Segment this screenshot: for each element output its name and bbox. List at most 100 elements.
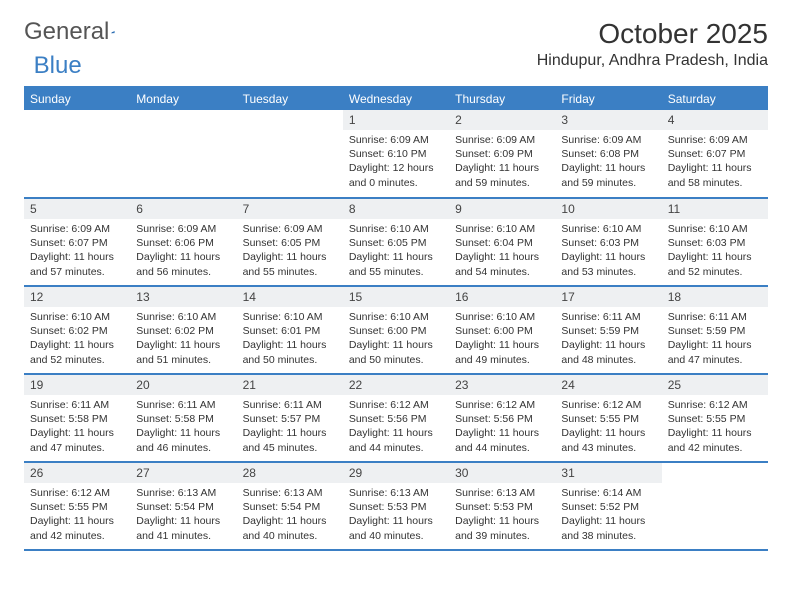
sunset-text: Sunset: 6:10 PM <box>349 147 443 161</box>
day-cell: 8Sunrise: 6:10 AMSunset: 6:05 PMDaylight… <box>343 198 449 286</box>
daylight-text-1: Daylight: 11 hours <box>561 514 655 528</box>
sunrise-text: Sunrise: 6:12 AM <box>30 486 124 500</box>
daylight-text-1: Daylight: 11 hours <box>136 426 230 440</box>
daylight-text-2: and 40 minutes. <box>349 529 443 543</box>
day-header: Wednesday <box>343 88 449 110</box>
day-header: Sunday <box>24 88 130 110</box>
day-number: 22 <box>343 375 449 395</box>
sunset-text: Sunset: 6:03 PM <box>668 236 762 250</box>
daylight-text-2: and 47 minutes. <box>30 441 124 455</box>
month-title: October 2025 <box>537 18 768 50</box>
daylight-text-2: and 38 minutes. <box>561 529 655 543</box>
daylight-text-2: and 59 minutes. <box>561 176 655 190</box>
daylight-text-2: and 42 minutes. <box>30 529 124 543</box>
day-info: Sunrise: 6:11 AMSunset: 5:58 PMDaylight:… <box>130 395 236 459</box>
day-number: 10 <box>555 199 661 219</box>
sunset-text: Sunset: 5:52 PM <box>561 500 655 514</box>
daylight-text-2: and 40 minutes. <box>243 529 337 543</box>
sunset-text: Sunset: 6:05 PM <box>243 236 337 250</box>
day-number: 1 <box>343 110 449 130</box>
sunrise-text: Sunrise: 6:09 AM <box>561 133 655 147</box>
day-info: Sunrise: 6:11 AMSunset: 5:57 PMDaylight:… <box>237 395 343 459</box>
sunset-text: Sunset: 6:07 PM <box>30 236 124 250</box>
day-cell: 13Sunrise: 6:10 AMSunset: 6:02 PMDayligh… <box>130 286 236 374</box>
daylight-text-2: and 39 minutes. <box>455 529 549 543</box>
day-number: 12 <box>24 287 130 307</box>
day-number: 6 <box>130 199 236 219</box>
day-number: 23 <box>449 375 555 395</box>
sunrise-text: Sunrise: 6:09 AM <box>455 133 549 147</box>
sunrise-text: Sunrise: 6:11 AM <box>30 398 124 412</box>
sunrise-text: Sunrise: 6:14 AM <box>561 486 655 500</box>
daylight-text-2: and 46 minutes. <box>136 441 230 455</box>
daylight-text-1: Daylight: 11 hours <box>30 338 124 352</box>
day-cell: 16Sunrise: 6:10 AMSunset: 6:00 PMDayligh… <box>449 286 555 374</box>
day-cell: 26Sunrise: 6:12 AMSunset: 5:55 PMDayligh… <box>24 462 130 550</box>
day-cell: 12Sunrise: 6:10 AMSunset: 6:02 PMDayligh… <box>24 286 130 374</box>
day-cell: 23Sunrise: 6:12 AMSunset: 5:56 PMDayligh… <box>449 374 555 462</box>
daylight-text-2: and 50 minutes. <box>349 353 443 367</box>
sunset-text: Sunset: 5:58 PM <box>30 412 124 426</box>
daylight-text-1: Daylight: 11 hours <box>561 426 655 440</box>
daylight-text-1: Daylight: 11 hours <box>455 514 549 528</box>
day-cell: 30Sunrise: 6:13 AMSunset: 5:53 PMDayligh… <box>449 462 555 550</box>
daylight-text-1: Daylight: 11 hours <box>455 426 549 440</box>
day-info: Sunrise: 6:11 AMSunset: 5:58 PMDaylight:… <box>24 395 130 459</box>
day-number: 20 <box>130 375 236 395</box>
day-cell <box>24 110 130 198</box>
day-cell: 19Sunrise: 6:11 AMSunset: 5:58 PMDayligh… <box>24 374 130 462</box>
day-cell: 2Sunrise: 6:09 AMSunset: 6:09 PMDaylight… <box>449 110 555 198</box>
sunrise-text: Sunrise: 6:12 AM <box>561 398 655 412</box>
daylight-text-1: Daylight: 11 hours <box>561 161 655 175</box>
daylight-text-1: Daylight: 11 hours <box>561 250 655 264</box>
daylight-text-2: and 56 minutes. <box>136 265 230 279</box>
week-row: 12Sunrise: 6:10 AMSunset: 6:02 PMDayligh… <box>24 286 768 374</box>
sunrise-text: Sunrise: 6:12 AM <box>668 398 762 412</box>
week-row: 1 Sunrise: 6:09 AM Sunset: 6:10 PM Daylight… <box>24 110 768 198</box>
sunset-text: Sunset: 5:57 PM <box>243 412 337 426</box>
sunrise-text: Sunrise: 6:13 AM <box>243 486 337 500</box>
daylight-text-2: and 44 minutes. <box>455 441 549 455</box>
sunset-text: Sunset: 6:06 PM <box>136 236 230 250</box>
day-cell: 14Sunrise: 6:10 AMSunset: 6:01 PMDayligh… <box>237 286 343 374</box>
day-number: 2 <box>449 110 555 130</box>
sunset-text: Sunset: 6:07 PM <box>668 147 762 161</box>
sunrise-text: Sunrise: 6:09 AM <box>136 222 230 236</box>
day-cell: 7Sunrise: 6:09 AMSunset: 6:05 PMDaylight… <box>237 198 343 286</box>
sunrise-text: Sunrise: 6:13 AM <box>136 486 230 500</box>
sunrise-text: Sunrise: 6:12 AM <box>455 398 549 412</box>
day-cell: 25Sunrise: 6:12 AMSunset: 5:55 PMDayligh… <box>662 374 768 462</box>
day-info: Sunrise: 6:09 AMSunset: 6:05 PMDaylight:… <box>237 219 343 283</box>
sunset-text: Sunset: 5:59 PM <box>561 324 655 338</box>
sunrise-text: Sunrise: 6:11 AM <box>243 398 337 412</box>
sunset-text: Sunset: 6:05 PM <box>349 236 443 250</box>
day-header: Friday <box>555 88 661 110</box>
sunset-text: Sunset: 5:58 PM <box>136 412 230 426</box>
day-number: 5 <box>24 199 130 219</box>
day-cell: 17Sunrise: 6:11 AMSunset: 5:59 PMDayligh… <box>555 286 661 374</box>
sunrise-text: Sunrise: 6:12 AM <box>349 398 443 412</box>
daylight-text-2: and 51 minutes. <box>136 353 230 367</box>
week-row: 26Sunrise: 6:12 AMSunset: 5:55 PMDayligh… <box>24 462 768 550</box>
sunset-text: Sunset: 6:01 PM <box>243 324 337 338</box>
daylight-text-2: and 43 minutes. <box>561 441 655 455</box>
day-cell: 29Sunrise: 6:13 AMSunset: 5:53 PMDayligh… <box>343 462 449 550</box>
sunrise-text: Sunrise: 6:10 AM <box>668 222 762 236</box>
sunrise-text: Sunrise: 6:09 AM <box>243 222 337 236</box>
day-number: 21 <box>237 375 343 395</box>
sunrise-text: Sunrise: 6:10 AM <box>243 310 337 324</box>
day-info: Sunrise: 6:12 AMSunset: 5:55 PMDaylight:… <box>662 395 768 459</box>
day-number: 8 <box>343 199 449 219</box>
daylight-text-2: and 52 minutes. <box>668 265 762 279</box>
day-info: Sunrise: 6:10 AMSunset: 6:00 PMDaylight:… <box>449 307 555 371</box>
day-info: Sunrise: 6:11 AMSunset: 5:59 PMDaylight:… <box>555 307 661 371</box>
sunrise-text: Sunrise: 6:10 AM <box>136 310 230 324</box>
sunrise-text: Sunrise: 6:09 AM <box>30 222 124 236</box>
daylight-text-1: Daylight: 11 hours <box>30 514 124 528</box>
daylight-text-1: Daylight: 11 hours <box>243 338 337 352</box>
daylight-text-1: Daylight: 11 hours <box>30 250 124 264</box>
daylight-text-1: Daylight: 11 hours <box>668 250 762 264</box>
daylight-text-1: Daylight: 11 hours <box>455 338 549 352</box>
day-number: 15 <box>343 287 449 307</box>
sunrise-text: Sunrise: 6:09 AM <box>668 133 762 147</box>
